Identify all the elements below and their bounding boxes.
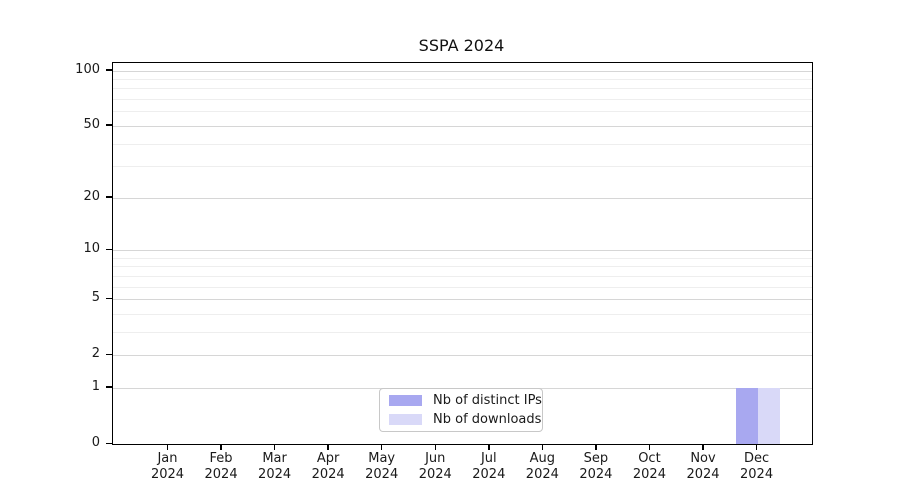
y-tick-mark — [106, 353, 112, 356]
x-tick-mark — [273, 444, 276, 450]
x-tick-mark — [755, 444, 758, 450]
y-tick-mark — [106, 248, 112, 250]
x-tick-label: Apr 2024 — [311, 451, 345, 482]
minor-gridline — [113, 266, 812, 268]
x-tick-mark — [702, 444, 704, 450]
x-tick-label: Jan 2024 — [150, 451, 185, 482]
major-gridline — [113, 70, 812, 72]
y-tick-mark — [106, 442, 112, 444]
minor-gridline — [113, 275, 812, 277]
minor-gridline — [113, 313, 812, 315]
y-tick-mark — [106, 196, 112, 198]
y-tick-label: 50 — [83, 116, 100, 132]
minor-gridline — [113, 88, 812, 90]
y-tick-label: 1 — [91, 378, 100, 394]
x-tick-label: Nov 2024 — [686, 451, 720, 482]
x-tick-label: Aug 2024 — [525, 451, 559, 482]
y-tick-label: 5 — [91, 290, 100, 306]
y-tick-label: 100 — [75, 61, 100, 77]
x-tick-label: Mar 2024 — [258, 451, 292, 482]
legend-label-distinct-ips: Nb of distinct IPs — [433, 392, 542, 408]
x-tick-label: Sep 2024 — [579, 451, 613, 482]
minor-gridline — [113, 166, 812, 168]
x-tick-label: Oct 2024 — [632, 451, 666, 482]
legend-swatch-downloads — [389, 414, 422, 425]
x-tick-label: Dec 2024 — [740, 451, 774, 482]
major-gridline — [113, 197, 812, 199]
bar-downloads — [757, 387, 780, 444]
x-tick-mark — [220, 444, 222, 450]
y-tick-label: 0 — [91, 435, 100, 450]
x-tick-mark — [595, 444, 597, 450]
minor-gridline — [113, 286, 812, 288]
y-tick-mark — [106, 69, 112, 71]
y-tick-mark — [106, 124, 112, 126]
x-tick-label: Feb 2024 — [204, 451, 238, 482]
minor-gridline — [113, 143, 812, 145]
minor-gridline — [113, 331, 812, 333]
x-tick-mark — [488, 444, 490, 450]
legend-box: Nb of distinct IPs Nb of downloads — [379, 388, 543, 432]
minor-gridline — [113, 79, 812, 81]
minor-gridline — [113, 257, 812, 259]
chart-title: SSPA 2024 — [418, 36, 505, 55]
x-tick-mark — [380, 444, 383, 450]
y-tick-mark — [106, 386, 112, 388]
x-tick-label: Jun 2024 — [418, 451, 452, 482]
legend-label-downloads: Nb of downloads — [433, 411, 542, 427]
x-tick-mark — [166, 444, 169, 450]
minor-gridline — [113, 99, 812, 101]
major-gridline — [113, 355, 812, 357]
major-gridline — [113, 299, 812, 301]
x-tick-label: May 2024 — [365, 451, 399, 482]
major-gridline — [113, 125, 812, 127]
x-tick-mark — [327, 444, 329, 450]
x-tick-label: Jul 2024 — [472, 451, 506, 482]
x-tick-mark — [434, 444, 436, 450]
bar-distinct-ips — [735, 387, 758, 444]
plot-area — [112, 62, 813, 445]
y-tick-mark — [106, 297, 112, 300]
x-tick-mark — [541, 444, 544, 450]
major-gridline — [113, 250, 812, 251]
x-tick-mark — [648, 444, 651, 450]
y-tick-label: 2 — [91, 346, 100, 362]
y-tick-label: 20 — [83, 188, 100, 204]
y-tick-label: 10 — [83, 241, 100, 256]
legend-entry-downloads: Nb of downloads — [380, 412, 542, 428]
minor-gridline — [113, 111, 812, 113]
legend-entry-distinct-ips: Nb of distinct IPs — [380, 393, 542, 409]
legend-swatch-distinct-ips — [389, 395, 422, 406]
